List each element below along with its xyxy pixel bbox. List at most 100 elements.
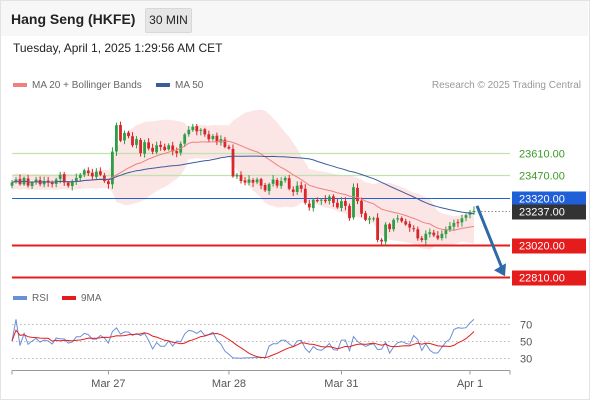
candle-body [231,148,235,177]
candle-body [151,147,154,152]
candle-body [416,229,420,239]
candle-body [376,217,379,240]
candle-body [135,139,138,145]
candle-body [307,203,311,208]
candle-body [243,180,247,183]
candle-body [328,196,331,201]
chart-credit: Research © 2025 Trading Central [431,80,581,91]
x-tick-label: Apr 1 [457,378,483,390]
candle-body [107,181,110,185]
candle-body [275,180,279,186]
legend-ma50-swatch [156,83,170,88]
candle-body [440,233,444,239]
legend-rsi-label: RSI [32,293,49,304]
candle-body [211,136,215,140]
candle-body [251,180,255,183]
candle-body [227,146,231,149]
candle-body [460,218,464,223]
candle-body [95,171,98,177]
candle-body [159,144,162,147]
candle-body [139,139,142,154]
candle-body [444,229,448,235]
candle-body [195,126,199,132]
candle-body [263,185,267,191]
candle-body [155,145,158,153]
candle-body [199,129,203,131]
candle-body [42,181,46,185]
level-label-box-support [512,238,586,254]
rsi-tick-label: 70 [520,320,532,332]
candle-body [207,134,211,140]
candle-body [432,232,436,236]
rsi-ma-line [11,329,475,359]
level-label-box-current [512,204,586,220]
candle-body [99,171,102,175]
candle-body [167,145,171,150]
candle-body [396,218,400,220]
candle-body [267,184,271,191]
rsi-tick-label: 50 [520,337,532,349]
candle-body [235,174,239,177]
candle-body [90,172,94,177]
legend-ma50-label: MA 50 [175,80,204,91]
interval-button[interactable]: 30 MIN [145,8,192,33]
level-label-box-support [512,270,586,286]
candle-body [279,181,283,186]
chart-header: Hang Seng (HKFE) 30 MIN [1,1,588,36]
candle-body [428,232,432,235]
candle-body [436,235,440,239]
candle-body [127,132,130,137]
level-label: 22810.00 [519,273,565,285]
candle-body [336,202,339,208]
candle-body [299,185,303,189]
candle-body [472,211,476,213]
candle-body [372,218,375,220]
forecast-arrow-head [494,263,506,277]
candle-body [191,126,195,131]
candle-body [183,134,187,144]
candle-body [215,135,219,143]
legend-rsi-swatch [13,296,27,301]
chart-title: Hang Seng (HKFE) [11,11,136,27]
candle-body [82,170,86,175]
candle-body [187,129,191,135]
legend-ma20-swatch [13,83,27,88]
legend-ma20: MA 20 + Bollinger Bands [13,80,142,91]
candle-body [400,218,404,222]
candle-body [360,200,363,214]
candle-body [271,179,275,184]
rsi-tick-label: 30 [520,354,532,366]
candle-body [412,228,416,230]
candle-body [295,185,299,192]
candle-body [131,136,134,146]
x-tick-label: Mar 27 [91,378,125,390]
level-label: 23237.00 [519,207,565,219]
candle-body [452,222,456,227]
candle-body [303,188,307,203]
level-label: 23470.00 [519,171,565,183]
candle-body [404,221,408,225]
candle-body [420,238,424,240]
candle-body [203,129,207,135]
candle-body [115,125,118,152]
candle-body [319,199,323,201]
legend-ma50: MA 50 [156,80,203,91]
candle-body [123,132,126,141]
ma50-line [11,155,475,215]
candle-body [324,199,327,202]
candle-body [50,182,54,185]
candle-body [392,219,395,230]
level-label-box-pivot [512,191,586,207]
candle-body [111,151,114,185]
candle-body [163,146,167,150]
chart-datetime: Tuesday, April 1, 2025 1:29:56 AM CET [13,41,223,55]
candle-body [58,174,62,179]
candle-body [408,223,412,228]
candle-body [291,189,295,192]
level-label: 23020.00 [519,241,565,253]
candle-body [464,215,468,218]
candle-body [18,178,22,185]
bollinger-band [12,109,474,250]
candle-body [62,174,66,183]
